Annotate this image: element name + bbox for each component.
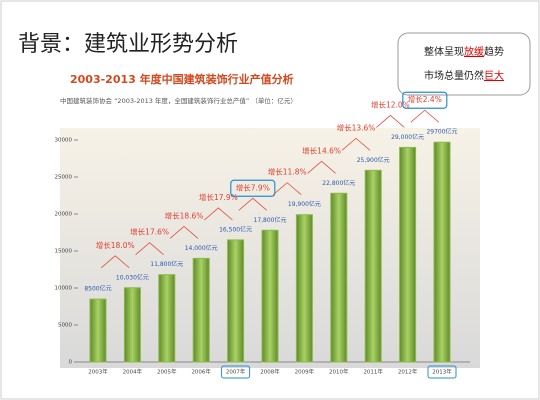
bar [399,146,417,363]
growth-arrow [376,114,405,128]
value-label: 17,800亿元 [254,216,287,224]
y-tick-label: 30000 [55,138,73,144]
growth-label: 增长12.0% [371,99,410,109]
x-tick-label: 2005年 [157,368,177,376]
x-tick-label: 2012年 [398,368,418,376]
y-tick-label: 15000 [55,249,73,255]
callout-line: 市场总量仍然巨大 [424,69,504,82]
highlight-box [427,365,457,379]
value-label: 19,900亿元 [288,200,321,208]
y-tick-label: 10000 [55,286,73,292]
growth-arrow [341,137,371,151]
chart-subtitle: 中国建筑装饰协会 “2003-2013 年度，全国建筑装饰行业总产值” （单位：… [60,96,297,105]
growth-arrow [238,197,268,211]
x-tick-label: 2007年 [226,368,246,376]
x-tick-label: 2006年 [191,368,211,376]
bar [295,214,313,363]
value-label: 29,000亿元 [391,133,424,141]
y-tick-label: 5000 [58,323,72,329]
growth-arrow [169,225,199,239]
growth-label: 增长14.6% [302,145,341,155]
x-tick-label: 2004年 [123,368,143,376]
y-tick-label: 25000 [55,175,73,181]
bar [89,298,107,363]
growth-label: 增长18.6% [165,210,204,220]
growth-label: 增长13.6% [337,122,376,132]
bar [433,141,451,363]
value-label: 29700亿元 [426,128,457,136]
growth-arrow [272,182,302,196]
callout-text: 整体呈现 [424,45,464,58]
value-label: 14,000亿元 [185,244,218,252]
callout-line: 整体呈现放缓趋势 [424,45,504,58]
growth-label: 增长7.9% [236,182,270,192]
x-tick-label: 2008年 [260,368,280,376]
growth-arrow [410,109,440,123]
callout-box [397,32,531,96]
growth-label: 增长11.8% [268,167,307,177]
growth-label: 增长18.0% [96,240,135,250]
y-tick-label: 20000 [55,212,73,218]
highlight-box [221,365,251,379]
x-tick-label: 2011年 [363,368,383,376]
callout-text: 市场总量仍然 [424,69,484,82]
x-tick-label: 2010年 [329,368,349,376]
value-label: 16,500亿元 [219,225,252,233]
bar [261,229,279,363]
growth-arrow [135,242,164,255]
bar [192,257,210,363]
value-label: 22,800亿元 [322,179,355,187]
value-label: 10,030亿元 [116,273,149,281]
callout-emphasis: 放缓 [464,45,484,58]
x-tick-label: 2013年 [432,368,452,376]
bar [330,192,348,363]
value-label: 25,900亿元 [357,156,390,164]
highlight-box [402,91,448,109]
growth-arrow [100,255,130,269]
callout-text: 趋势 [484,45,504,58]
value-label: 11,800亿元 [150,260,183,268]
bar [123,287,141,363]
growth-arrow [307,160,336,174]
x-tick-label: 2009年 [295,368,315,376]
bar [364,169,382,363]
growth-label: 增长2.4% [408,94,442,104]
value-label: 8500亿元 [84,285,111,293]
bar [227,239,245,363]
x-tick-label: 2003年 [88,368,108,376]
callout-emphasis: 巨大 [484,69,504,82]
growth-arrow [204,207,233,221]
bar [158,274,176,363]
slide-title: 背景：建筑业形势分析 [18,32,238,57]
growth-label: 增长17.6% [130,227,169,237]
y-tick-label: 0 [69,360,73,366]
highlight-box [230,179,276,197]
chart-title: 2003-2013 年度中国建筑装饰行业产值分析 [70,72,294,86]
growth-label: 增长17.9% [199,192,238,202]
